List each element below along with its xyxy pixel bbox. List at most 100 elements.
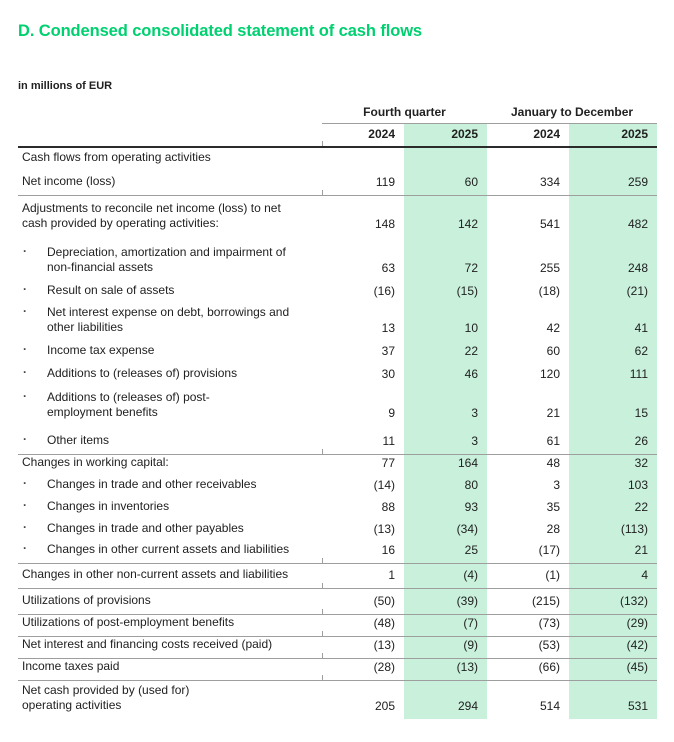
year-header-highlighted: 2025 — [404, 123, 488, 148]
row-label: Net cash provided by (used for) operatin… — [22, 682, 190, 712]
row-value: 37 — [381, 344, 395, 358]
row-value: (14) — [373, 478, 395, 492]
row-label-cell: Result on sale of assets — [18, 281, 322, 304]
row-label-cell: Utilizations of provisions — [18, 588, 322, 615]
row-value: 63 — [381, 261, 395, 275]
row-value: 164 — [404, 453, 488, 476]
row-value: 3 — [553, 478, 561, 492]
table-row: Income taxes paid (28) (13) (66) (45) — [18, 653, 658, 681]
table-row: Utilizations of provisions (50) (39) (215)(… — [18, 583, 658, 615]
row-value: 22 — [569, 498, 658, 520]
row-value: (4) — [404, 563, 488, 589]
row-value: (50) — [322, 583, 404, 615]
row-value: 111 — [569, 364, 658, 387]
table-row: Changes in trade and other receivables (1… — [18, 476, 658, 498]
row-label: Cash flows from operating activities — [22, 150, 211, 164]
row-value: 482 — [569, 194, 658, 237]
row-value: 334 — [539, 174, 561, 189]
column-group-row: Fourth quarter January to December — [18, 103, 658, 124]
row-label: Changes in trade and other receivables — [23, 476, 257, 492]
column-group-fourth-quarter: Fourth quarter — [322, 103, 488, 124]
row-value: 259 — [569, 171, 658, 195]
row-value: (45) — [569, 658, 658, 681]
row-label-cell: Utilizations of post-employment benefits — [18, 614, 322, 637]
row-label-cell: Net cash provided by (used for) operatin… — [18, 680, 322, 719]
row-value: 80 — [404, 476, 488, 498]
table-body: Cash flows from operating activities Net … — [18, 147, 658, 719]
table-row: Net interest and financing costs receive… — [18, 631, 658, 659]
table-row: Additions to (releases of) provisions 30 4… — [18, 364, 658, 387]
row-value: 41 — [569, 304, 658, 341]
table-row: Changes in trade and other payables (13) (… — [18, 520, 658, 542]
row-value: 25 — [404, 542, 488, 564]
row-value: 541 — [487, 194, 570, 237]
row-value: (9) — [404, 636, 488, 659]
row-value: (28) — [322, 653, 404, 681]
row-label: Net interest expense on debt, borrowings… — [23, 304, 289, 335]
table-row: Result on sale of assets (16) (15) (18) (21) — [18, 281, 658, 304]
row-value — [322, 147, 404, 171]
table-header: Fourth quarter January to December 2024 … — [18, 103, 658, 148]
row-label-cell: Cash flows from operating activities — [18, 147, 322, 171]
row-value: 42 — [546, 321, 561, 335]
row-value: 93 — [404, 498, 488, 520]
table-row: Cash flows from operating activities — [18, 147, 658, 171]
year-header: 2024 — [487, 123, 570, 148]
row-value: (53) — [487, 636, 570, 659]
row-value: (66) — [487, 658, 570, 681]
row-value: (15) — [404, 281, 488, 304]
unit-label: in millions of EUR — [18, 80, 113, 92]
row-label-cell: Income tax expense — [18, 341, 322, 364]
row-value: 119 — [375, 174, 395, 189]
row-label: Additions to (releases of) post- employm… — [23, 389, 210, 420]
row-value: 3 — [404, 426, 488, 454]
row-label-cell: Changes in inventories — [18, 498, 322, 520]
row-value: 4 — [569, 563, 658, 589]
row-value: 48 — [487, 453, 570, 476]
row-label-cell: Net interest and financing costs receive… — [18, 636, 322, 659]
row-label: Additions to (releases of) provisions — [23, 365, 237, 381]
row-value: 60 — [546, 344, 561, 358]
row-value: (18) — [538, 284, 561, 298]
row-value: 9 — [388, 406, 395, 420]
table-row: Additions to (releases of) post- employm… — [18, 387, 658, 426]
cash-flow-table: Fourth quarter January to December 2024 … — [18, 103, 658, 719]
row-label-cell: Additions to (releases of) post- employm… — [18, 387, 322, 426]
row-label-cell: Changes in trade and other receivables — [18, 476, 322, 498]
row-value: 13 — [381, 321, 395, 335]
row-label-cell: Net income (loss) — [18, 171, 322, 195]
row-value — [487, 147, 569, 171]
row-value: (39) — [404, 588, 488, 615]
table-row: Utilizations of post-employment benefits… — [18, 609, 658, 637]
row-value: 77 — [322, 449, 404, 476]
row-value: (73) — [487, 614, 570, 637]
corner-cell — [18, 123, 322, 148]
row-value: (48) — [322, 609, 404, 637]
row-value: (1) — [487, 563, 570, 589]
row-value: 103 — [569, 476, 658, 498]
row-value: 3 — [404, 387, 488, 426]
table-row: Changes in working capital: 77 164 48 32 — [18, 449, 658, 476]
row-label-cell: Changes in trade and other payables — [18, 520, 322, 542]
row-value: 514 — [487, 680, 570, 719]
row-label-cell: Adjustments to reconcile net income (los… — [18, 194, 322, 237]
row-value: (29) — [569, 614, 658, 637]
row-value: (21) — [569, 281, 658, 304]
year-header-row: 2024 2025 2024 2025 — [18, 123, 658, 148]
row-value: (17) — [538, 543, 561, 557]
row-value: 15 — [569, 387, 658, 426]
row-value: 22 — [404, 341, 488, 364]
row-label: Depreciation, amortization and impairmen… — [23, 244, 286, 275]
table-row: Changes in other non-current assets and … — [18, 558, 658, 589]
row-label: Utilizations of provisions — [22, 593, 151, 607]
row-label: Other items — [23, 432, 109, 448]
row-value: 46 — [404, 364, 488, 387]
row-value: 30 — [381, 367, 395, 381]
row-value: (34) — [404, 520, 488, 542]
table-row: Changes in inventories 88 93 35 22 — [18, 498, 658, 520]
row-value: 1 — [322, 558, 404, 589]
table-row: Other items 11 3 61 26 — [18, 426, 658, 454]
row-value: 205 — [322, 675, 404, 719]
row-value: (13) — [373, 522, 395, 536]
row-value: (7) — [404, 614, 488, 637]
